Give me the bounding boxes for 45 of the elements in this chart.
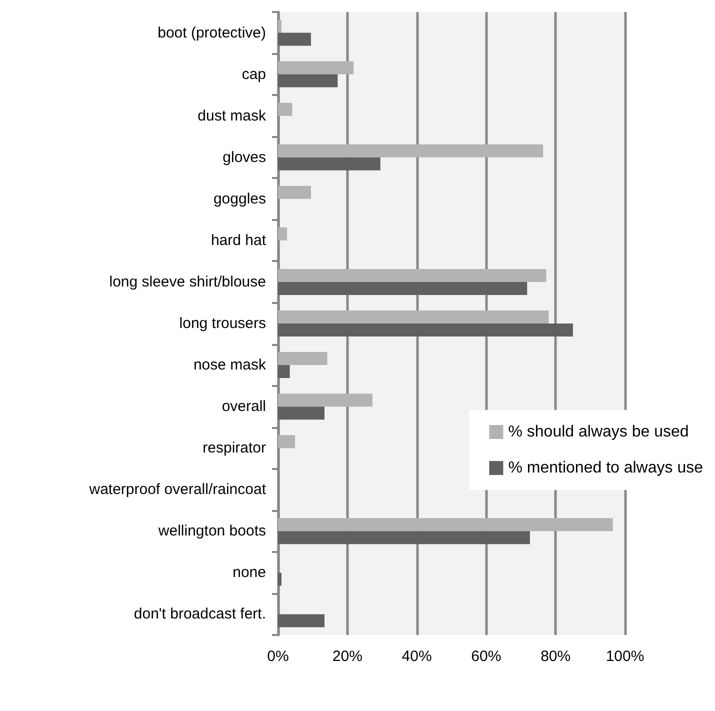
bar <box>278 227 288 240</box>
bar <box>278 144 544 158</box>
x-tick-label: 100% <box>606 648 644 665</box>
bar <box>278 32 311 46</box>
x-tick-label: 40% <box>402 648 432 665</box>
bar <box>278 352 328 366</box>
bar <box>278 102 292 116</box>
bar <box>278 186 311 199</box>
y-tick-label: hard hat <box>210 232 267 249</box>
bar <box>278 20 282 33</box>
x-tick-label: 80% <box>540 648 571 665</box>
bar <box>278 157 380 170</box>
bar <box>278 394 372 407</box>
y-tick-label: nose mask <box>193 356 266 374</box>
legend-label: % should always be used <box>508 424 689 440</box>
bar <box>278 531 530 544</box>
y-tick-label: goggles <box>213 190 266 208</box>
bar <box>278 310 549 324</box>
bar <box>278 282 528 295</box>
bar <box>278 365 290 378</box>
x-tick-label: 60% <box>471 648 502 665</box>
bar <box>278 518 613 532</box>
bar <box>278 268 546 282</box>
y-tick-label: respirator <box>202 440 266 457</box>
y-tick-label: none <box>232 564 266 582</box>
y-tick-label: waterproof overall/raincoat <box>88 481 267 498</box>
legend-label: % mentioned to always use <box>508 460 704 476</box>
bar <box>278 435 296 448</box>
y-tick-label: cap <box>242 66 266 83</box>
y-tick-label: boot (protective) <box>158 24 266 42</box>
bar <box>278 572 282 586</box>
y-tick-label: don't broadcast fert. <box>134 606 266 623</box>
bar <box>278 406 324 420</box>
y-tick-label: wellington boots <box>157 522 266 540</box>
bar <box>278 74 338 88</box>
y-tick-label: gloves <box>222 148 266 166</box>
x-tick-label: 0% <box>267 648 289 665</box>
y-tick-label: overall <box>222 398 266 416</box>
bar <box>278 614 324 628</box>
y-tick-label: dust mask <box>198 107 266 124</box>
y-tick-label: long sleeve shirt/blouse <box>109 273 266 290</box>
y-tick-label: long trousers <box>179 315 266 332</box>
bar <box>278 324 573 336</box>
x-tick-label: 20% <box>332 648 362 665</box>
bar <box>278 61 354 74</box>
